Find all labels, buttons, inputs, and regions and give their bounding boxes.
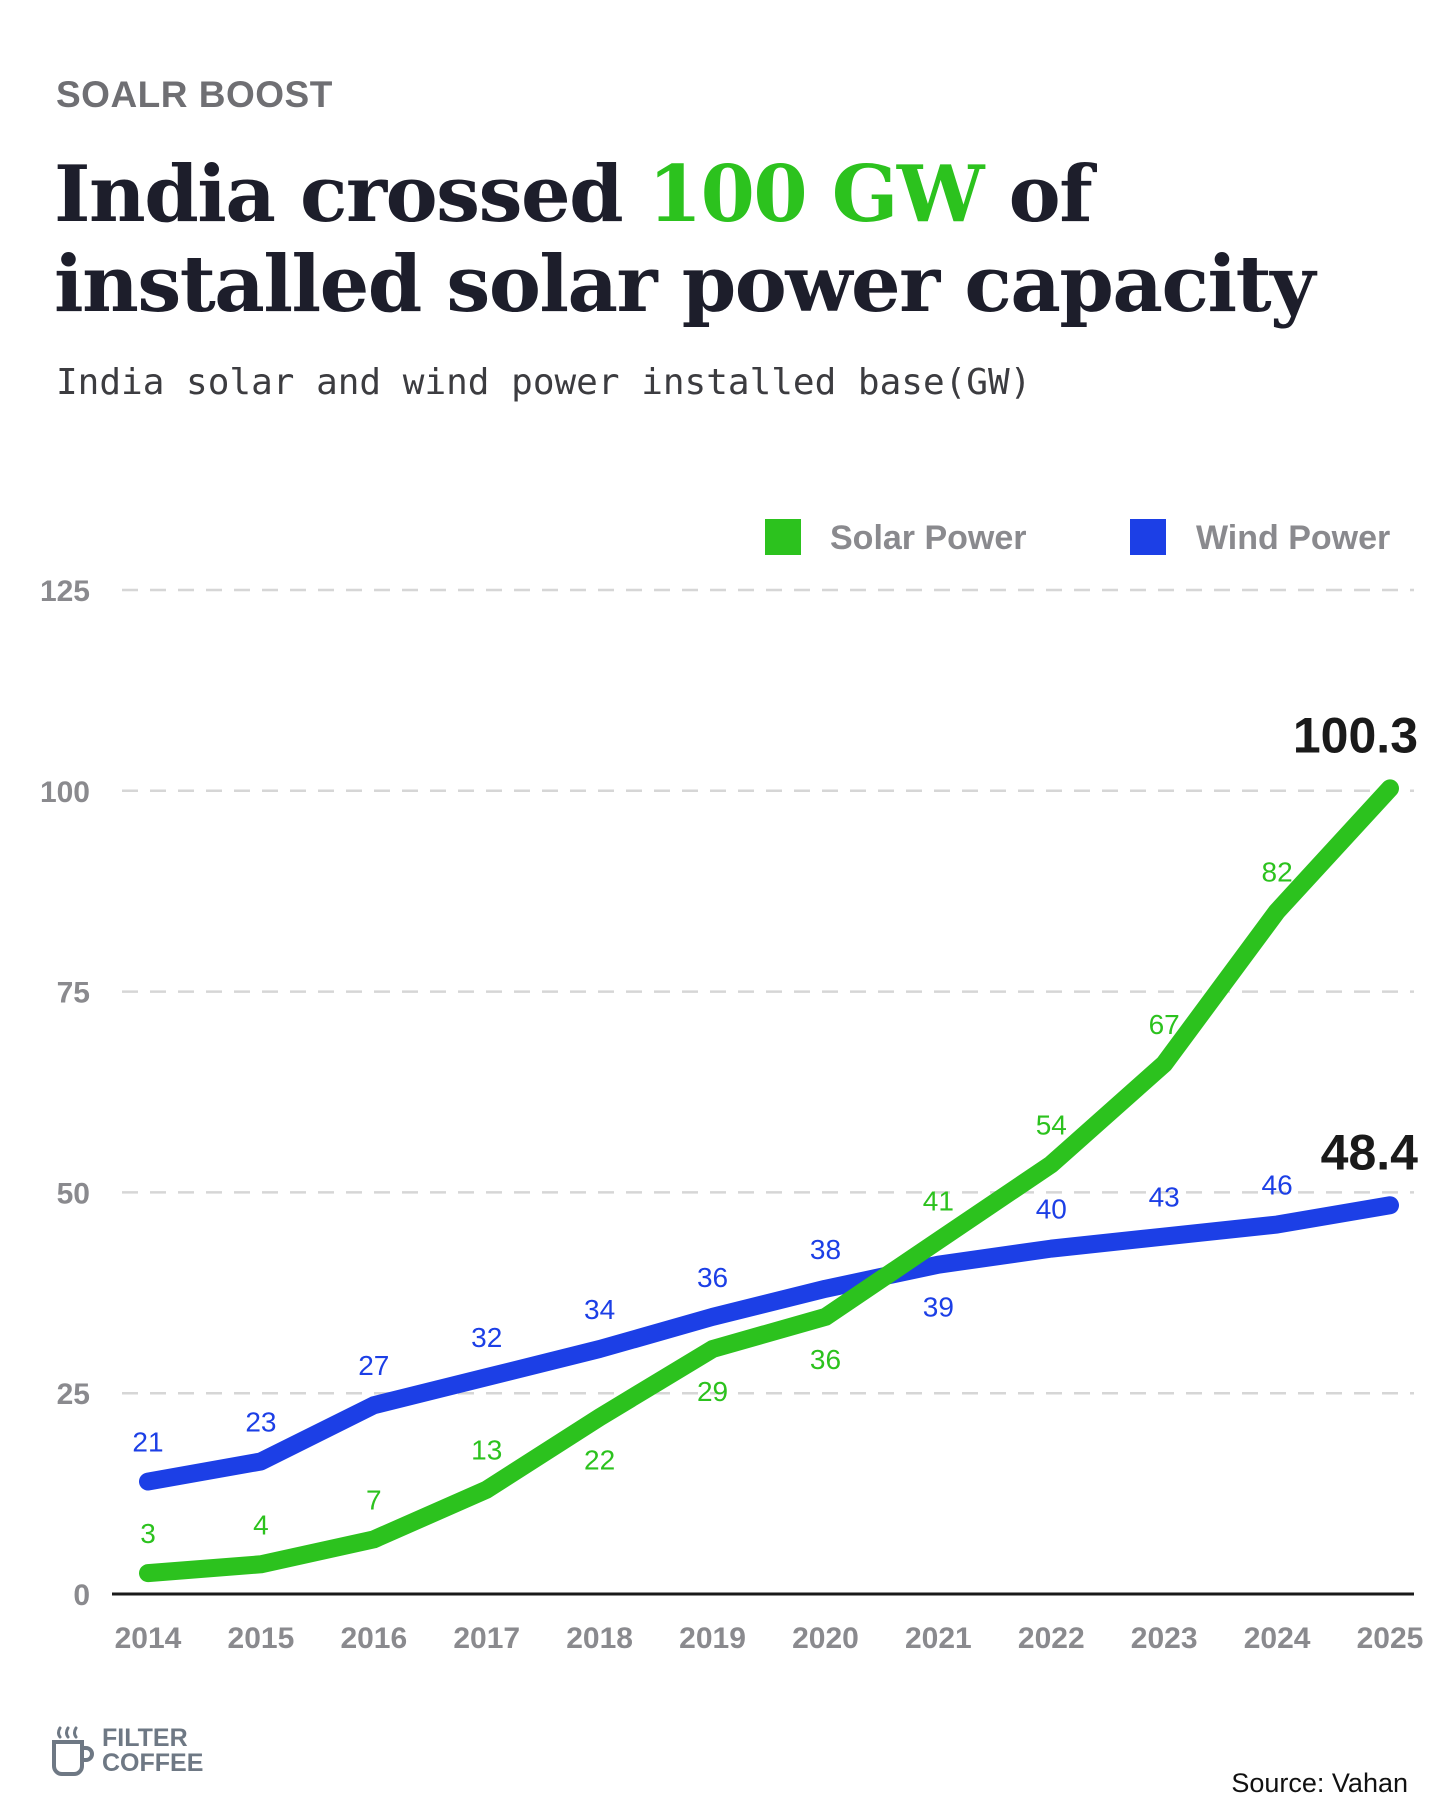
legend: Solar Power Wind Power [765, 519, 1390, 557]
kicker: SOALR BOOST [56, 74, 333, 115]
end-label-solar: 100.3 [1293, 707, 1418, 763]
x-tick-label: 2016 [340, 1622, 407, 1655]
chart-subtitle: India solar and wind power installed bas… [56, 362, 1032, 403]
headline: India crossed 100 GW of installed solar … [54, 150, 1414, 330]
data-label-solar: 67 [1149, 1009, 1180, 1040]
data-label-solar: 54 [1036, 1109, 1067, 1140]
x-tick-label: 2018 [566, 1622, 633, 1655]
logo-text-line-2: COFFEE [102, 1749, 204, 1777]
data-label-solar: 82 [1262, 856, 1293, 887]
x-axis-ticks: 2014 2015 2016 2017 2018 2019 2020 2021 2022 2023… [115, 1622, 1424, 1655]
data-label-wind: 38 [810, 1234, 841, 1265]
y-tick-label: 25 [57, 1378, 90, 1411]
data-label-wind: 43 [1149, 1182, 1180, 1213]
end-label-wind: 48.4 [1321, 1124, 1419, 1180]
series-line-wind [139, 1196, 1399, 1491]
x-tick-label: 2022 [1018, 1622, 1085, 1655]
data-label-wind: 36 [697, 1262, 728, 1293]
y-tick-label: 125 [40, 575, 90, 608]
x-tick-label: 2019 [679, 1622, 746, 1655]
logo: FILTER COFFEE [52, 1726, 203, 1776]
data-label-wind: 34 [584, 1294, 615, 1325]
data-label-wind: 40 [1036, 1194, 1067, 1225]
x-tick-label: 2025 [1357, 1622, 1424, 1655]
data-label-wind: 23 [245, 1406, 276, 1437]
data-label-wind: 32 [471, 1322, 502, 1353]
data-label-solar: 41 [923, 1186, 954, 1217]
y-tick-label: 50 [57, 1177, 90, 1210]
x-tick-label: 2023 [1131, 1622, 1198, 1655]
data-label-solar: 4 [253, 1509, 269, 1540]
series-layer [139, 779, 1399, 1583]
y-tick-label: 100 [40, 776, 90, 809]
data-label-solar: 7 [366, 1484, 382, 1515]
x-tick-label: 2021 [905, 1622, 972, 1655]
grid-layer [122, 588, 1414, 1395]
source-note: Source: Vahan [1231, 1768, 1408, 1798]
x-tick-label: 2017 [453, 1622, 520, 1655]
legend-swatch-wind [1130, 519, 1166, 555]
data-label-wind: 39 [923, 1292, 954, 1323]
data-label-wind: 46 [1262, 1170, 1293, 1201]
y-axis-ticks: 0 25 50 75 100 125 [40, 575, 90, 1612]
data-label-wind: 21 [132, 1427, 163, 1458]
data-label-solar: 36 [810, 1344, 841, 1375]
legend-label-solar: Solar Power [830, 519, 1027, 557]
coffee-mug-icon [52, 1726, 94, 1776]
headline-part-2: of installed solar power capacity [54, 149, 1315, 330]
x-tick-label: 2014 [115, 1622, 182, 1655]
data-label-solar: 29 [697, 1376, 728, 1407]
data-label-wind: 27 [358, 1350, 389, 1381]
logo-text-line-1: FILTER [102, 1724, 188, 1752]
y-tick-label: 0 [73, 1579, 90, 1612]
x-tick-label: 2020 [792, 1622, 859, 1655]
data-label-solar: 22 [584, 1444, 615, 1475]
x-tick-label: 2024 [1244, 1622, 1311, 1655]
data-label-solar: 13 [471, 1435, 502, 1466]
legend-label-wind: Wind Power [1196, 519, 1390, 557]
series-line-solar [139, 779, 1399, 1583]
legend-swatch-solar [765, 519, 801, 555]
y-tick-label: 75 [57, 977, 90, 1010]
headline-highlight: 100 GW [647, 149, 985, 240]
x-tick-label: 2015 [228, 1622, 295, 1655]
headline-part-1: India crossed [54, 149, 648, 240]
data-label-solar: 3 [140, 1518, 156, 1549]
